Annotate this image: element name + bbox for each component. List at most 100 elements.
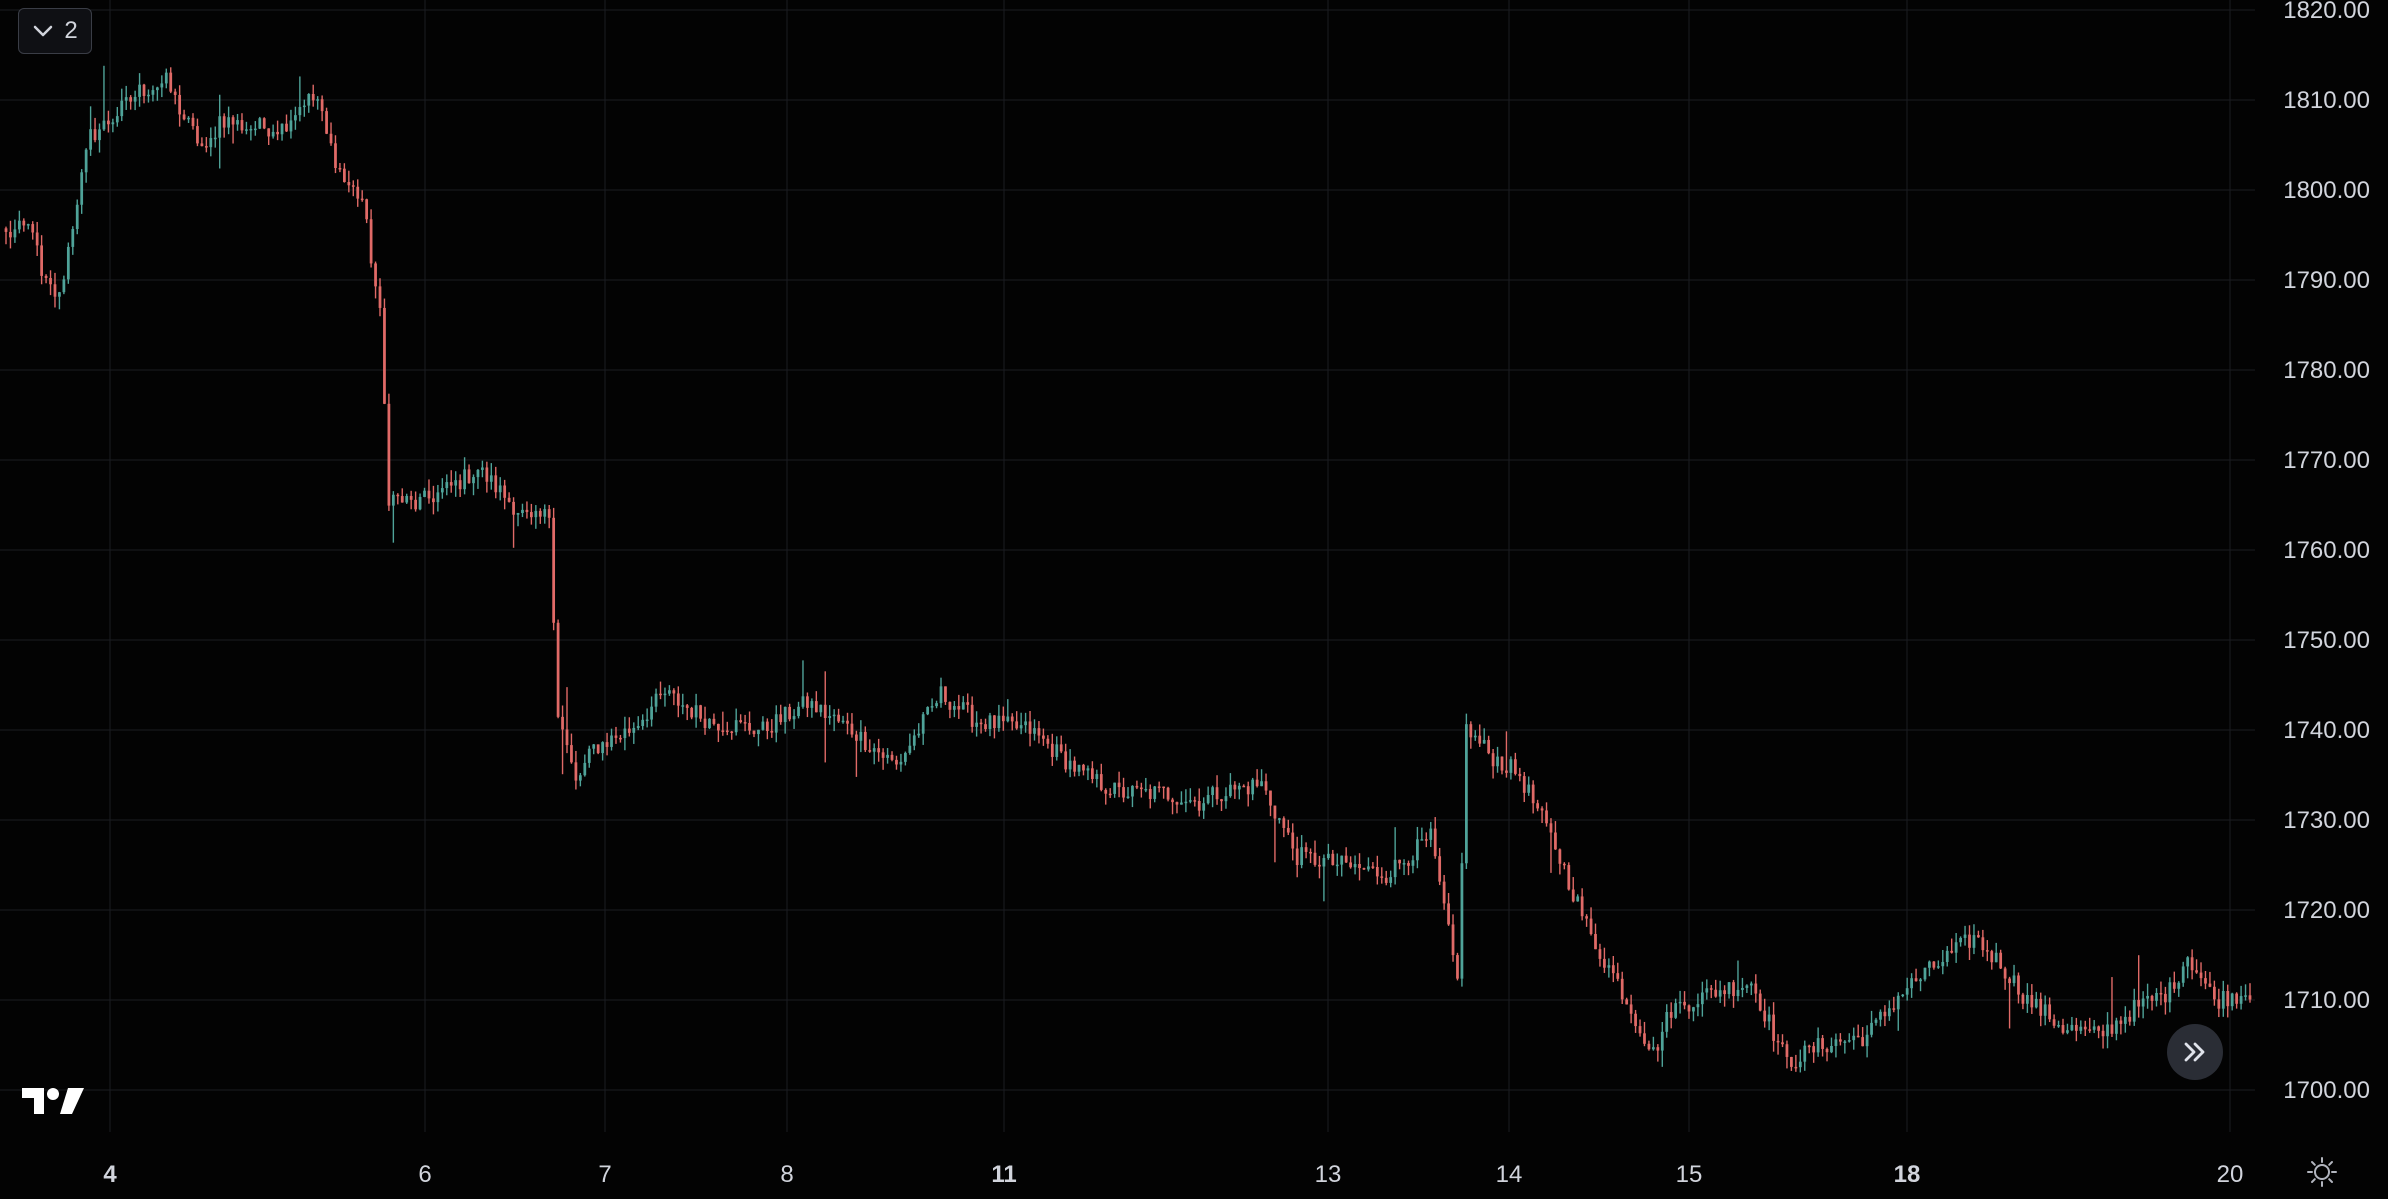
candle-up: [66, 242, 70, 284]
candle-down: [895, 755, 898, 770]
candle-body: [449, 482, 453, 486]
candle-body: [543, 509, 547, 517]
candle-body: [436, 492, 440, 503]
scroll-to-realtime-button[interactable]: [2167, 1024, 2223, 1080]
candle-up: [1527, 776, 1531, 796]
candle-body: [717, 723, 720, 731]
candle-down: [178, 85, 182, 127]
candle-body: [1344, 855, 1348, 863]
candle-body: [1794, 1066, 1798, 1069]
candle-up: [912, 729, 916, 751]
candle-body: [570, 745, 573, 763]
candle-body: [895, 759, 898, 765]
tradingview-logo-icon[interactable]: [22, 1086, 88, 1116]
candle-body: [841, 720, 845, 723]
candle-body: [365, 199, 369, 220]
candle-up: [592, 743, 596, 755]
price-tick-label: 1780.00: [2283, 357, 2370, 384]
time-axis[interactable]: 4 6 7 8 11 13 14 15 18 20: [103, 1161, 2243, 1188]
legend-toggle-button[interactable]: 2: [18, 8, 92, 54]
candle-up: [1749, 981, 1753, 996]
chart-settings-button[interactable]: [2304, 1154, 2340, 1190]
candle-up: [904, 751, 907, 766]
candle-down: [676, 686, 680, 718]
candle-body: [1269, 790, 1272, 806]
candle-body: [752, 730, 756, 735]
candle-body: [2190, 957, 2194, 971]
candle-body: [725, 730, 729, 733]
candle-body: [1767, 1014, 1771, 1022]
candle-up: [2057, 1020, 2060, 1028]
candle-body: [1309, 851, 1312, 854]
candle-body: [1144, 788, 1148, 791]
candle-body: [788, 706, 791, 720]
candle-down: [2003, 966, 2007, 990]
candle-body: [1184, 801, 1188, 804]
candle-body: [1433, 828, 1437, 857]
candle-up: [160, 75, 164, 98]
candle-body: [2204, 978, 2207, 984]
candle-body: [1059, 744, 1063, 752]
candle-up: [316, 96, 320, 110]
candle-up: [289, 109, 293, 139]
candle-body: [1246, 786, 1250, 795]
candle-body: [1229, 784, 1232, 797]
candle-up: [1473, 730, 1477, 741]
candle-down: [2083, 1020, 2087, 1037]
candle-down: [1295, 836, 1299, 878]
candle-body: [1843, 1041, 1847, 1043]
candle-up: [1340, 855, 1344, 877]
candle-up: [1482, 728, 1486, 744]
candle-up: [886, 748, 889, 764]
candle-body: [249, 128, 253, 131]
candle-up: [516, 512, 520, 527]
candle-body: [881, 752, 885, 758]
candle-down: [343, 163, 346, 183]
candle-up: [236, 113, 239, 131]
candle-body: [409, 495, 413, 500]
candle-body: [400, 496, 404, 503]
candle-up: [654, 688, 658, 713]
candle-body: [2164, 993, 2167, 1003]
candle-body: [2128, 1016, 2132, 1022]
candle-body: [1131, 785, 1134, 797]
candle-body: [236, 120, 239, 125]
candle-down: [231, 115, 235, 144]
candle-up: [908, 733, 912, 755]
candle-body: [1050, 743, 1054, 757]
candle-down: [1531, 780, 1535, 814]
candle-down: [320, 95, 324, 122]
candle-body: [1594, 933, 1597, 950]
candle-body: [1046, 738, 1050, 744]
candle-body: [1438, 856, 1442, 882]
candle-body: [298, 107, 302, 116]
candle-down: [556, 619, 560, 719]
candle-body: [912, 735, 916, 746]
candle-up: [1660, 1021, 1664, 1067]
candle-up: [2146, 983, 2149, 1009]
candle-down: [2235, 992, 2239, 1009]
candle-up: [2244, 984, 2247, 1001]
candle-down: [1491, 748, 1495, 779]
candle-down: [574, 750, 578, 790]
candle-down: [1580, 888, 1584, 921]
candle-up: [2177, 981, 2181, 997]
candle-up: [583, 754, 587, 777]
candle-down: [387, 393, 391, 511]
candle-body: [1197, 800, 1201, 811]
candle-body: [84, 149, 88, 173]
candle-up: [578, 772, 582, 787]
candle-up: [632, 722, 636, 744]
candle-down: [1175, 801, 1179, 814]
price-axis[interactable]: 1700.00 1710.00 1720.00 1730.00 1740.00 1750.…: [2283, 0, 2370, 1104]
candle-up: [2026, 983, 2029, 1013]
candle-up: [151, 85, 155, 102]
candle-body: [1068, 760, 1072, 770]
candle-body: [1367, 866, 1370, 870]
candle-body: [1607, 965, 1611, 968]
candle-down: [1567, 862, 1571, 891]
candle-body: [619, 737, 622, 740]
candle-body: [1567, 865, 1571, 890]
